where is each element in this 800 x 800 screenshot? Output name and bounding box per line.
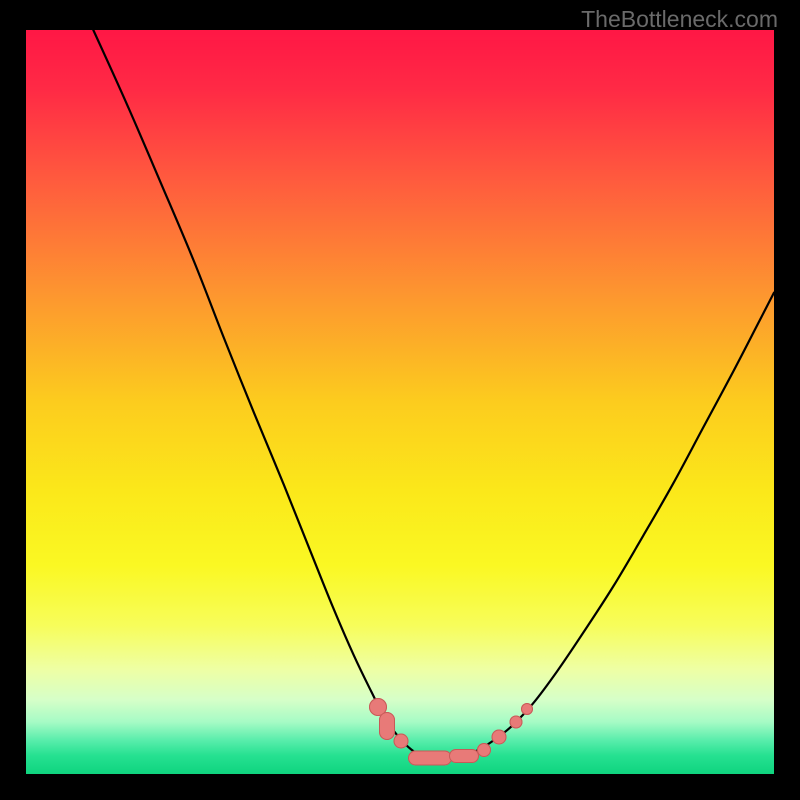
data-marker bbox=[394, 733, 409, 748]
watermark-text: TheBottleneck.com bbox=[581, 6, 778, 33]
data-marker bbox=[491, 729, 506, 744]
data-markers-layer bbox=[26, 30, 774, 774]
data-marker bbox=[509, 715, 522, 728]
data-marker bbox=[408, 750, 452, 765]
data-marker bbox=[521, 703, 533, 715]
data-marker bbox=[449, 749, 479, 763]
data-marker bbox=[379, 712, 395, 740]
data-marker bbox=[477, 743, 491, 757]
plot-area bbox=[26, 30, 774, 774]
